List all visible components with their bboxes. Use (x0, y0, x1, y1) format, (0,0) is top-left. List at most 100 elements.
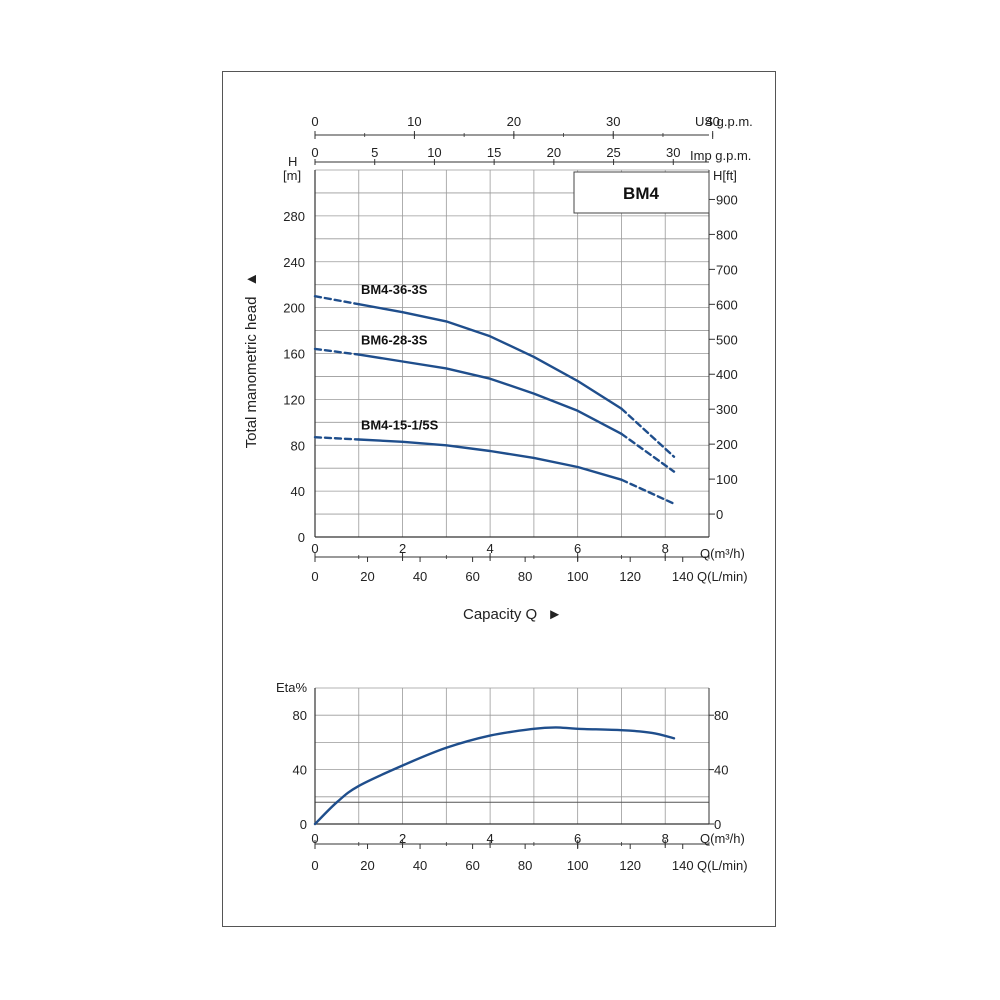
eta-series-line (313, 726, 676, 826)
eta-axis-label: Eta% (276, 680, 308, 695)
series-line-bm4-36-3s (620, 407, 676, 458)
series-label: BM4-15-1/5S (361, 418, 439, 433)
top-axis-imp-gpm-tick-label: 30 (666, 145, 680, 160)
x-secondary-tick-label: 60 (465, 569, 479, 584)
x-unit-lmin: Q(L/min) (697, 569, 748, 584)
x-tick-label: 2 (399, 541, 406, 556)
chart-title-box (573, 171, 710, 214)
eta-y-right-tick-label: 80 (714, 708, 728, 723)
series-line-bm4-36-3s (357, 303, 623, 410)
x-tick-label: 8 (662, 541, 669, 556)
y-right-tick-label: 200 (716, 437, 738, 452)
x-tick-label: 0 (311, 541, 318, 556)
y-right-tick-label: 500 (716, 332, 738, 347)
series-line-bm4-36-3s (313, 295, 360, 306)
y-tick-label: 280 (283, 209, 305, 224)
y-axis-title-text: Total manometric head (243, 297, 260, 449)
x-secondary-tick-label: 80 (518, 569, 532, 584)
eta-x-secondary-tick-label: 20 (360, 858, 374, 873)
y-axis-arrow-icon: ▲ (243, 272, 260, 287)
imp-gpm-unit-label: Imp g.p.m. (690, 148, 751, 163)
y-right-unit-ft: H[ft] (713, 168, 737, 183)
x-secondary-tick-label: 20 (360, 569, 374, 584)
eta-y-tick-label: 0 (300, 817, 307, 832)
top-axis-imp-gpm-tick-label: 10 (427, 145, 441, 160)
series-line-bm4-15-1-5s (620, 478, 676, 505)
x-unit-m3h: Q(m³/h) (700, 546, 745, 561)
eta-x-tick-label: 4 (486, 831, 493, 846)
head-chart-series (313, 295, 676, 505)
eta-x-tick-label: 8 (662, 831, 669, 846)
series-label: BM4-36-3S (361, 282, 428, 297)
chart-title: BM4 (623, 184, 659, 203)
y-tick-label: 40 (291, 484, 305, 499)
y-right-tick-label: 400 (716, 367, 738, 382)
head-chart-grid (314, 131, 715, 562)
top-axis-us-gpm-tick-label: 20 (507, 114, 521, 129)
eta-x-tick-label: 2 (399, 831, 406, 846)
eta-x-tick-label: 6 (574, 831, 581, 846)
x-tick-label: 6 (574, 541, 581, 556)
eta-x-secondary-tick-label: 140 (672, 858, 694, 873)
x-axis-title: Capacity Q ► (463, 606, 562, 623)
eta-x-secondary-tick-label: 60 (465, 858, 479, 873)
eta-x-secondary-tick-label: 40 (413, 858, 427, 873)
x-tick-label: 4 (486, 541, 493, 556)
eta-x-unit-lmin: Q(L/min) (697, 858, 748, 873)
top-axis-imp-gpm-tick-label: 20 (547, 145, 561, 160)
top-axis-us-gpm-tick-label: 10 (407, 114, 421, 129)
x-secondary-tick-label: 0 (311, 569, 318, 584)
head-chart-labels: 0408012016020024028001002003004005006007… (283, 114, 737, 584)
series-label: BM6-28-3S (361, 333, 428, 348)
eta-x-unit-m3h: Q(m³/h) (700, 831, 745, 846)
chart-frame (222, 71, 776, 927)
y-tick-label: 120 (283, 392, 305, 407)
top-axis-us-gpm-tick-label: 40 (705, 114, 719, 129)
eta-y-tick-label: 80 (293, 708, 307, 723)
top-axis-us-gpm-tick-label: 30 (606, 114, 620, 129)
y-tick-label: 160 (283, 347, 305, 362)
eta-x-secondary-tick-label: 100 (567, 858, 589, 873)
eta-y-right-tick-label: 0 (714, 817, 721, 832)
series-line-bm6-28-3s (620, 432, 676, 473)
eta-x-secondary-tick-label: 0 (311, 858, 318, 873)
top-axis-imp-gpm-tick-label: 0 (311, 145, 318, 160)
y-right-tick-label: 600 (716, 297, 738, 312)
us-gpm-unit-label: US g.p.m. (695, 114, 753, 129)
x-axis-arrow-icon: ► (547, 606, 562, 623)
y-right-tick-label: 800 (716, 227, 738, 242)
eta-chart-series (313, 726, 676, 826)
y-axis-title: Total manometric head ▲ (243, 272, 260, 449)
x-secondary-tick-label: 120 (619, 569, 641, 584)
top-axis-imp-gpm-tick-label: 15 (487, 145, 501, 160)
eta-y-right-tick-label: 40 (714, 763, 728, 778)
series-line-bm4-15-1-5s (357, 438, 623, 481)
y-right-tick-label: 900 (716, 192, 738, 207)
x-secondary-tick-label: 100 (567, 569, 589, 584)
y-right-tick-label: 300 (716, 402, 738, 417)
top-axis-imp-gpm-tick-label: 25 (606, 145, 620, 160)
y-right-tick-label: 100 (716, 472, 738, 487)
x-axis-title-text: Capacity Q (463, 606, 537, 623)
eta-y-tick-label: 40 (293, 763, 307, 778)
y-right-tick-label: 0 (716, 507, 723, 522)
top-axis-imp-gpm-tick-label: 5 (371, 145, 378, 160)
y-tick-label: 200 (283, 301, 305, 316)
y-left-unit-h: H (288, 154, 297, 169)
top-axis-us-gpm-tick-label: 0 (311, 114, 318, 129)
y-tick-label: 240 (283, 255, 305, 270)
series-line-bm6-28-3s (313, 347, 360, 356)
series-line-bm4-15-1-5s (313, 436, 360, 441)
x-secondary-tick-label: 40 (413, 569, 427, 584)
eta-x-tick-label: 0 (311, 831, 318, 846)
y-tick-label: 80 (291, 438, 305, 453)
eta-x-secondary-tick-label: 120 (619, 858, 641, 873)
y-tick-label: 0 (298, 530, 305, 545)
eta-x-secondary-tick-label: 80 (518, 858, 532, 873)
series-line-bm6-28-3s (357, 353, 623, 435)
y-left-unit-m: [m] (283, 168, 301, 183)
y-right-tick-label: 700 (716, 262, 738, 277)
x-secondary-tick-label: 140 (672, 569, 694, 584)
